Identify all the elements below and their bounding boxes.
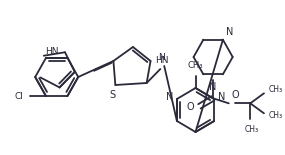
Text: O: O — [187, 102, 195, 112]
Text: Cl: Cl — [15, 92, 23, 101]
Text: CH₃: CH₃ — [269, 111, 283, 120]
Text: N: N — [218, 92, 225, 102]
Text: HN: HN — [45, 47, 58, 56]
Text: CH₃: CH₃ — [244, 125, 258, 134]
Text: O: O — [232, 90, 239, 100]
Text: N: N — [209, 82, 217, 92]
Text: N: N — [158, 53, 165, 62]
Text: N: N — [226, 27, 233, 37]
Text: S: S — [109, 90, 115, 100]
Text: CH₃: CH₃ — [188, 61, 203, 70]
Text: HN: HN — [156, 56, 169, 65]
Text: N: N — [166, 92, 173, 102]
Text: CH₃: CH₃ — [269, 85, 283, 94]
